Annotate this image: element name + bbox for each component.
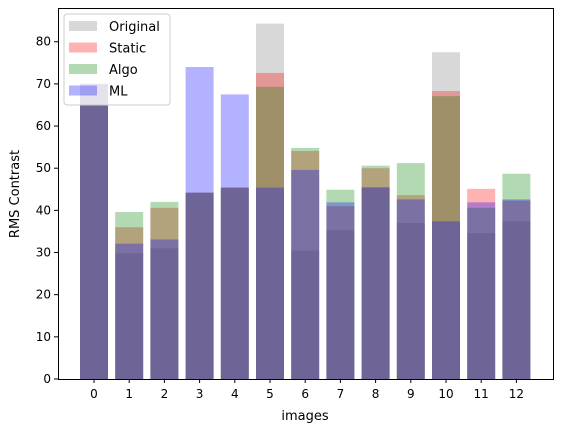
bar-original-10	[432, 52, 460, 380]
x-tick-label: 10	[438, 387, 453, 401]
bar-algo-10	[432, 96, 460, 380]
bar-ml-8	[361, 187, 390, 379]
bar-original-9	[396, 223, 425, 379]
bar-static-11	[467, 188, 496, 379]
bar-ml-5	[256, 187, 284, 379]
bar-original-7	[326, 230, 355, 379]
x-axis-label: images	[281, 409, 328, 424]
bar-original-3	[185, 192, 214, 379]
bar-algo-1	[115, 212, 144, 379]
legend-label-original: Original	[109, 20, 160, 35]
bar-original-4	[220, 187, 249, 379]
bar-static-6	[291, 150, 320, 379]
legend: Original Static Algo ML	[63, 13, 171, 106]
bars-layer	[80, 23, 531, 380]
x-tick-label: 2	[161, 387, 169, 401]
bar-static-5	[256, 72, 284, 380]
legend-label-ml: ML	[109, 85, 128, 100]
bar-algo-6	[291, 147, 320, 379]
y-axis: 0 10 20 30 40 50 60 70 80	[36, 35, 58, 386]
bar-ml-1	[115, 243, 144, 379]
legend-label-static: Static	[109, 42, 146, 57]
bar-static-0	[80, 83, 108, 380]
bar-algo-8	[361, 165, 390, 379]
bar-algo-5	[256, 86, 284, 380]
bar-ml-7	[326, 202, 355, 379]
x-axis: 0 1 2 3 4 5 6 7 8 9 10 11 12	[90, 379, 524, 401]
bar-ml-12	[502, 199, 531, 379]
y-tick-label: 30	[36, 246, 51, 260]
bar-ml-4	[220, 94, 249, 379]
bar-ml-6	[291, 169, 320, 379]
bar-original-5	[256, 23, 284, 379]
x-tick-label: 1	[125, 387, 133, 401]
legend-swatch-ml	[69, 85, 97, 96]
bar-original-2	[150, 248, 179, 379]
x-tick-label: 6	[301, 387, 309, 401]
y-tick-label: 80	[36, 35, 51, 49]
x-tick-label: 11	[474, 387, 489, 401]
legend-box	[63, 13, 171, 106]
bar-original-1	[115, 253, 144, 379]
bar-static-7	[326, 206, 355, 379]
legend-swatch-static	[69, 42, 97, 53]
y-axis-label: RMS Contrast	[8, 150, 23, 238]
y-tick-label: 10	[36, 330, 51, 344]
y-tick-label: 50	[36, 161, 51, 175]
bar-static-12	[502, 200, 531, 379]
plot-frame	[58, 8, 554, 380]
x-tick-label: 3	[196, 387, 204, 401]
bar-static-9	[396, 195, 425, 379]
bar-algo-3	[185, 192, 214, 379]
x-tick-label: 0	[90, 387, 98, 401]
bar-ml-0	[80, 83, 108, 380]
bar-ml-3	[185, 67, 214, 379]
bar-algo-2	[150, 201, 179, 379]
y-tick-label: 0	[43, 372, 51, 386]
bar-static-2	[150, 207, 179, 379]
bar-algo-9	[396, 163, 425, 379]
x-tick-label: 9	[407, 387, 415, 401]
bar-original-12	[502, 221, 531, 379]
x-tick-label: 4	[231, 387, 239, 401]
bar-static-10	[432, 91, 460, 379]
y-tick-label: 70	[36, 77, 51, 91]
bar-static-3	[185, 192, 214, 379]
legend-swatch-algo	[69, 64, 97, 74]
x-tick-label: 7	[337, 387, 345, 401]
bar-ml-11	[467, 202, 496, 379]
bar-algo-7	[326, 189, 355, 379]
x-tick-label: 8	[372, 387, 380, 401]
bar-static-8	[361, 168, 390, 379]
y-tick-label: 60	[36, 119, 51, 133]
bar-original-6	[291, 250, 320, 379]
bar-original-0	[80, 102, 108, 379]
bar-algo-0	[80, 83, 108, 380]
bar-static-4	[220, 187, 249, 379]
bar-ml-9	[396, 199, 425, 379]
bar-algo-11	[467, 207, 496, 379]
bar-ml-2	[150, 239, 179, 379]
x-tick-label: 5	[266, 387, 274, 401]
x-tick-label: 12	[509, 387, 524, 401]
y-tick-label: 20	[36, 288, 51, 302]
bar-original-11	[467, 233, 496, 379]
legend-swatch-original	[69, 21, 97, 31]
y-tick-label: 40	[36, 203, 51, 217]
bar-original-8	[361, 188, 390, 379]
bar-algo-4	[220, 187, 249, 379]
bar-static-1	[115, 227, 144, 379]
legend-label-algo: Algo	[109, 63, 138, 78]
bar-ml-10	[432, 221, 460, 379]
bar-algo-12	[502, 173, 531, 379]
